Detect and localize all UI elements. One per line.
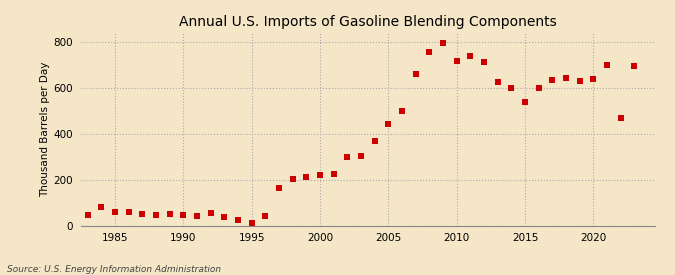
Point [151, 212, 161, 217]
Point [246, 221, 257, 225]
Point [356, 153, 367, 158]
Y-axis label: Thousand Barrels per Day: Thousand Barrels per Day [40, 62, 49, 197]
Point [165, 212, 176, 216]
Point [288, 176, 298, 181]
Point [560, 75, 571, 80]
Point [273, 185, 284, 190]
Point [192, 214, 202, 218]
Point [506, 86, 517, 90]
Point [315, 173, 325, 177]
Point [260, 214, 271, 218]
Point [301, 175, 312, 180]
Point [452, 58, 462, 63]
Point [342, 155, 353, 159]
Point [397, 109, 408, 113]
Point [533, 86, 544, 90]
Point [110, 210, 121, 214]
Point [124, 210, 134, 214]
Point [588, 77, 599, 81]
Point [410, 72, 421, 76]
Point [328, 172, 339, 176]
Point [178, 212, 189, 217]
Point [383, 121, 394, 126]
Title: Annual U.S. Imports of Gasoline Blending Components: Annual U.S. Imports of Gasoline Blending… [179, 15, 557, 29]
Point [219, 215, 230, 220]
Text: Source: U.S. Energy Information Administration: Source: U.S. Energy Information Administ… [7, 265, 221, 274]
Point [369, 139, 380, 143]
Point [615, 116, 626, 120]
Point [233, 218, 244, 222]
Point [205, 211, 216, 215]
Point [520, 100, 531, 104]
Point [465, 54, 476, 58]
Point [96, 205, 107, 209]
Point [547, 78, 558, 82]
Point [479, 59, 489, 64]
Point [574, 79, 585, 83]
Point [82, 213, 93, 217]
Point [437, 41, 448, 45]
Point [137, 212, 148, 216]
Point [424, 50, 435, 55]
Point [492, 80, 503, 84]
Point [629, 64, 640, 68]
Point [601, 63, 612, 67]
